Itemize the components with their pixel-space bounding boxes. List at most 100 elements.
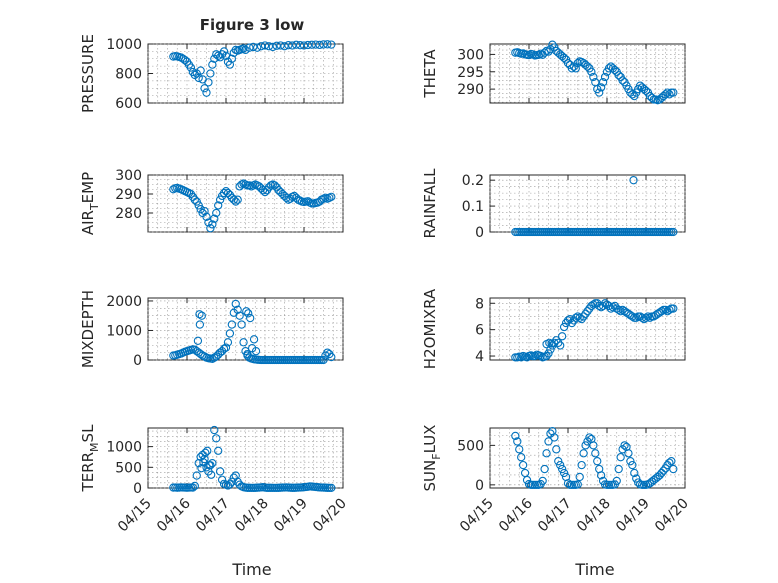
- data-point: [616, 307, 625, 316]
- data-point: [299, 41, 309, 50]
- data-point: [272, 41, 281, 50]
- y-tick-label: 800: [115, 67, 142, 83]
- data-point: [219, 344, 229, 353]
- data-point: [567, 318, 577, 328]
- x-tick-label: 04/18: [232, 496, 272, 536]
- data-point: [319, 40, 328, 49]
- data-point: [641, 313, 651, 322]
- data-point: [197, 311, 206, 320]
- data-point: [519, 460, 528, 470]
- data-point: [288, 41, 297, 50]
- data-point: [282, 193, 291, 202]
- data-point: [225, 329, 235, 338]
- data-point: [219, 188, 229, 198]
- y-axis-label: PRESSURE: [79, 34, 97, 113]
- subplot-1: 600 800 1000 PRESSURE: [79, 34, 344, 113]
- data-point: [513, 437, 522, 446]
- data-point: [260, 41, 270, 50]
- data-point: [604, 64, 614, 73]
- data-point: [197, 463, 206, 473]
- data-point: [214, 51, 223, 60]
- data-point: [585, 433, 594, 442]
- data-point: [563, 479, 573, 488]
- data-point: [581, 309, 590, 318]
- data-point: [558, 464, 567, 474]
- y-tick-label: 1000: [106, 37, 142, 53]
- data-point: [554, 457, 563, 466]
- y-tick-label: 600: [115, 96, 142, 112]
- data-point: [544, 47, 553, 56]
- data-point: [587, 67, 596, 76]
- series-points: [169, 299, 336, 365]
- data-point: [630, 468, 639, 478]
- data-point: [205, 461, 214, 470]
- data-point: [307, 40, 316, 49]
- y-axis-label: AIRTEMP: [79, 172, 101, 235]
- data-point: [225, 60, 235, 69]
- data-point: [544, 437, 553, 446]
- data-point: [517, 453, 526, 462]
- data-point: [614, 464, 623, 474]
- data-point: [573, 480, 582, 489]
- grid: [489, 175, 686, 233]
- data-point: [620, 441, 629, 450]
- data-point: [188, 483, 197, 492]
- y-axis-label: MIXDEPTH: [79, 290, 97, 368]
- data-point: [327, 40, 336, 49]
- data-point: [195, 320, 205, 329]
- data-point: [558, 332, 567, 341]
- data-point: [517, 353, 526, 362]
- data-point: [225, 480, 235, 489]
- data-point: [214, 446, 223, 455]
- data-point: [542, 351, 551, 361]
- data-point: [536, 351, 545, 361]
- data-point: [598, 78, 608, 87]
- y-tick-label: 1000: [106, 323, 142, 339]
- data-point: [268, 42, 277, 52]
- data-point: [591, 449, 600, 458]
- x-tick-label: 04/16: [154, 495, 194, 535]
- subplot-6: 4 6 8 H2OMIXRA: [421, 288, 686, 369]
- data-point: [575, 313, 584, 322]
- y-axis-label: TERRMSL: [79, 424, 101, 493]
- data-point: [280, 42, 289, 51]
- grid: [489, 298, 686, 360]
- data-point: [204, 218, 213, 227]
- data-point: [547, 339, 556, 348]
- data-point: [245, 43, 254, 52]
- data-point: [210, 425, 219, 435]
- data-point: [579, 312, 588, 321]
- subplot-5: 0 1000 2000 MIXDEPTH: [79, 290, 344, 369]
- data-point: [303, 40, 313, 50]
- series-points: [169, 179, 336, 233]
- data-point: [550, 433, 559, 442]
- data-point: [251, 346, 261, 356]
- data-point: [204, 78, 213, 87]
- series-points: [511, 299, 678, 362]
- data-point: [201, 448, 210, 457]
- y-tick-label: 0: [475, 478, 484, 494]
- data-point: [597, 83, 606, 92]
- data-point: [284, 41, 293, 50]
- series-points: [511, 40, 678, 105]
- data-point: [256, 42, 266, 51]
- data-point: [215, 467, 225, 476]
- x-tick-label: 04/15: [457, 496, 497, 536]
- data-point: [610, 65, 619, 75]
- data-point: [665, 458, 674, 467]
- y-tick-label: 300: [115, 168, 142, 184]
- data-point: [624, 449, 633, 458]
- data-point: [221, 343, 231, 352]
- data-point: [196, 66, 205, 75]
- grid: [147, 43, 344, 104]
- data-point: [595, 88, 604, 97]
- data-point: [661, 90, 670, 99]
- y-tick-label: 0: [475, 225, 484, 241]
- data-point: [632, 313, 641, 322]
- data-point: [202, 88, 211, 97]
- data-point: [200, 352, 209, 361]
- data-point: [669, 88, 678, 97]
- data-point: [327, 192, 336, 201]
- data-point: [519, 49, 528, 58]
